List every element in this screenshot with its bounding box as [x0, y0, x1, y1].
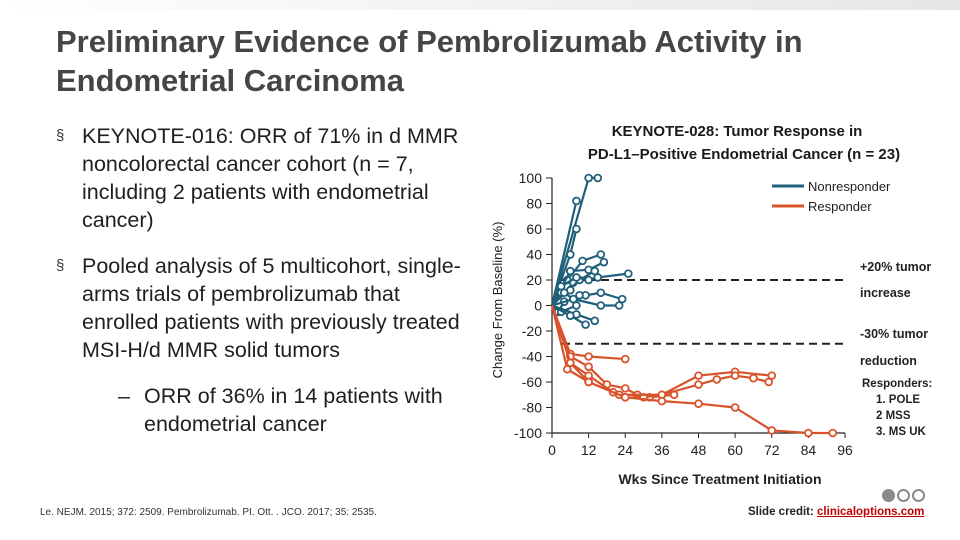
data-point — [657, 396, 667, 406]
data-point — [596, 301, 606, 310]
data-point — [590, 316, 600, 326]
x-tick-label: 12 — [581, 442, 597, 458]
reference-line-label: reduction — [860, 354, 917, 368]
data-point — [572, 196, 581, 206]
chart-title-line: PD-L1–Positive Endometrial Cancer (n = 2… — [588, 146, 900, 163]
data-point — [730, 371, 740, 380]
responders-note-line: 3. MS UK — [876, 426, 927, 438]
reference-line-label: +20% tumor — [860, 260, 931, 274]
sub-bullet-marker: – — [118, 384, 130, 408]
data-point — [596, 288, 606, 298]
data-point — [828, 428, 838, 438]
data-point — [581, 320, 590, 329]
data-point — [566, 266, 575, 276]
y-tick-label: -60 — [522, 374, 542, 390]
reference-line-label: increase — [860, 286, 911, 300]
data-point — [694, 399, 703, 408]
data-point — [566, 250, 575, 259]
data-point — [749, 373, 758, 383]
data-point — [620, 354, 630, 364]
data-point — [596, 250, 606, 259]
data-point — [804, 428, 813, 438]
data-point — [624, 269, 633, 278]
y-tick-label: -80 — [522, 400, 542, 416]
data-point — [620, 384, 630, 393]
bullet-marker: § — [56, 257, 65, 274]
x-tick-label: 60 — [727, 442, 743, 458]
sub-bullet-item: – ORR of 36% in 14 patients with endomet… — [82, 382, 470, 438]
data-point — [764, 377, 773, 387]
bullet-text: Pooled analysis of 5 multicohort, single… — [82, 254, 461, 362]
x-tick-label: 84 — [801, 442, 817, 458]
x-tick-label: 36 — [654, 442, 670, 458]
data-point — [566, 311, 575, 321]
x-tick-label: 48 — [691, 442, 707, 458]
data-point — [694, 380, 703, 389]
sub-bullet-text: ORR of 36% in 14 patients with endometri… — [144, 384, 443, 436]
y-tick-label: 100 — [519, 170, 543, 186]
data-point — [584, 362, 593, 372]
data-point — [694, 371, 703, 380]
x-tick-label: 72 — [764, 442, 780, 458]
legend-label: Responder — [808, 199, 872, 214]
data-point — [614, 301, 624, 310]
x-axis-label: Wks Since Treatment Initiation — [618, 471, 821, 487]
data-point — [620, 392, 630, 402]
series-line-responder — [550, 305, 769, 396]
y-tick-label: 20 — [526, 272, 542, 288]
reference-line-label: -30% tumor — [860, 327, 928, 341]
data-point — [593, 173, 603, 183]
series-line-nonresponder — [550, 200, 578, 306]
data-point — [575, 290, 584, 300]
y-tick-label: 0 — [534, 298, 542, 314]
data-point — [712, 375, 722, 384]
data-point — [572, 224, 581, 234]
responders-note-line: Responders: — [862, 378, 932, 390]
y-axis-label: Change From Baseline (%) — [490, 222, 505, 379]
data-point — [559, 288, 569, 298]
data-point — [572, 301, 581, 310]
data-point — [599, 257, 609, 267]
y-tick-label: 80 — [526, 196, 542, 212]
data-point — [590, 266, 600, 276]
y-tick-label: -100 — [514, 425, 542, 441]
chart-title-line: KEYNOTE-028: Tumor Response in — [612, 123, 863, 140]
y-tick-label: 40 — [526, 247, 542, 263]
series-line-responder — [550, 305, 833, 435]
bullet-text: KEYNOTE-016: ORR of 71% in d MMR noncolo… — [82, 124, 459, 232]
data-point — [584, 377, 593, 387]
footer-reference: Le. NEJM. 2015; 372: 2509. Pembrolizumab… — [40, 507, 377, 518]
data-point — [584, 352, 593, 361]
data-point — [767, 426, 777, 435]
page-title: Preliminary Evidence of Pembrolizumab Ac… — [56, 24, 803, 98]
data-point — [578, 256, 587, 266]
bullet-item: § Pooled analysis of 5 multicohort, sing… — [50, 252, 470, 438]
data-point — [566, 358, 575, 368]
y-tick-label: 60 — [526, 221, 542, 237]
series-line-nonresponder — [551, 298, 620, 307]
slide-credit: Slide credit: clinicaloptions.com — [748, 506, 924, 518]
x-tick-label: 24 — [617, 442, 633, 458]
x-tick-label: 0 — [548, 442, 556, 458]
series-line-nonresponder — [551, 276, 589, 306]
data-point — [730, 403, 740, 412]
responders-note-line: 1. POLE — [876, 394, 920, 406]
y-tick-label: -40 — [522, 349, 542, 365]
data-point — [584, 275, 593, 285]
data-point — [584, 173, 593, 183]
slide-credit-label: Slide credit: — [748, 506, 818, 518]
top-gradient-bar — [0, 0, 960, 10]
responders-note-line: 2 MSS — [876, 410, 911, 422]
legend-label: Nonresponder — [808, 179, 891, 194]
y-tick-label: -20 — [522, 323, 542, 339]
bullet-marker: § — [56, 127, 65, 144]
bullet-list: § KEYNOTE-016: ORR of 71% in d MMR nonco… — [50, 122, 470, 456]
data-point — [572, 273, 581, 282]
credit-link[interactable]: clinicaloptions.com — [817, 506, 925, 518]
x-tick-label: 96 — [837, 442, 853, 458]
bullet-item: § KEYNOTE-016: ORR of 71% in d MMR nonco… — [50, 122, 470, 234]
cco-logo-icon — [882, 489, 925, 502]
